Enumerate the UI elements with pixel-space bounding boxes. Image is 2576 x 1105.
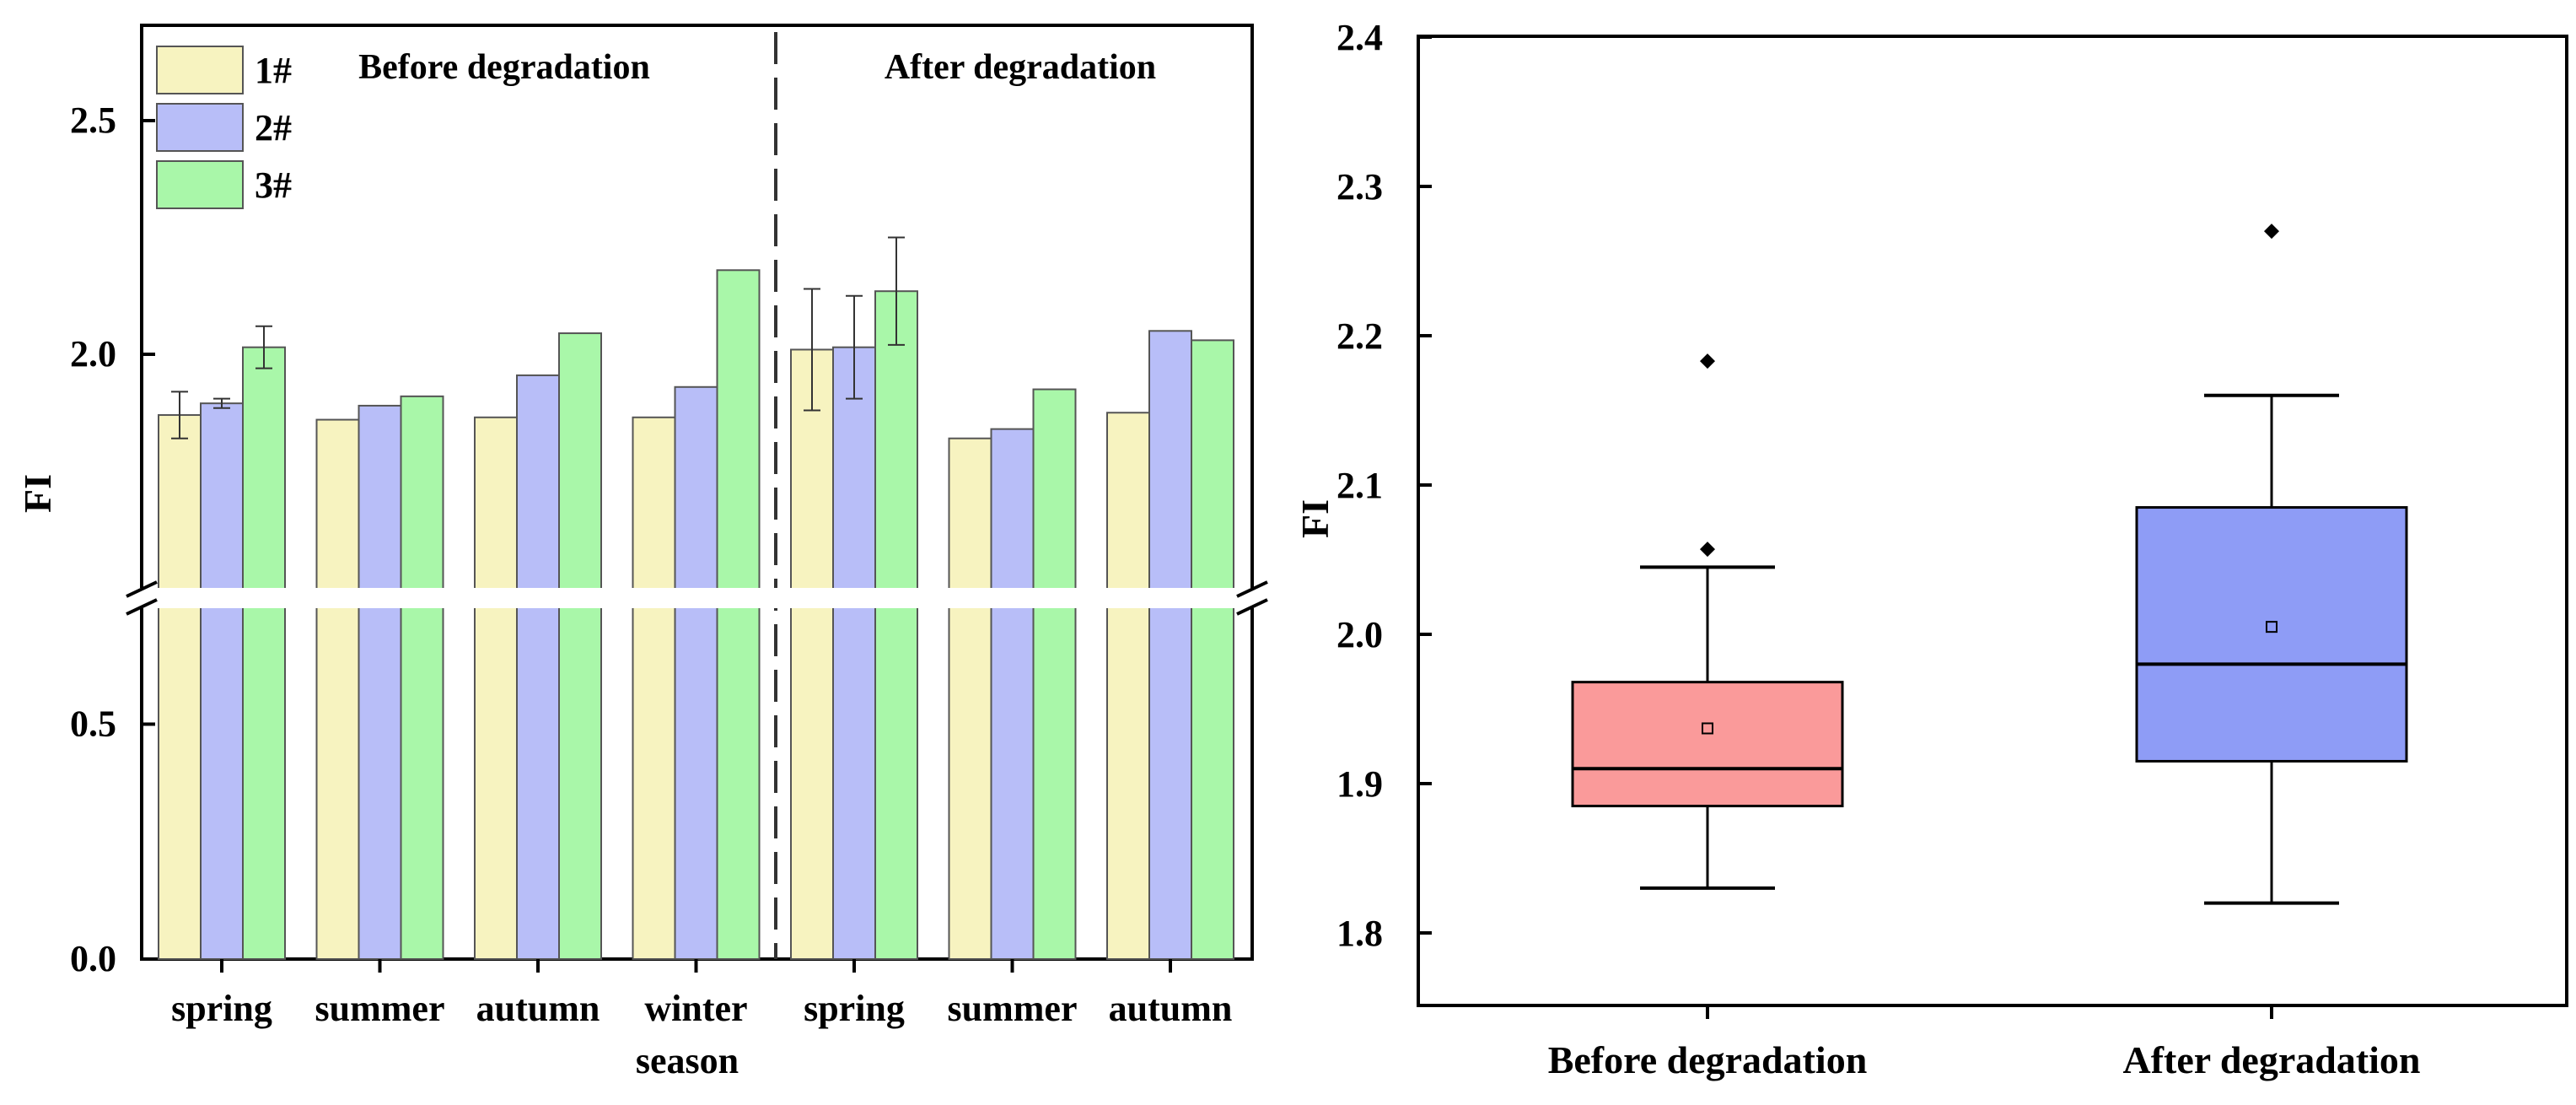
bar: [874, 290, 918, 960]
legend-swatch: [156, 103, 244, 152]
break-mark-left-lower: [126, 598, 158, 616]
break-mark-left-upper: [126, 580, 158, 598]
bar: [990, 428, 1035, 960]
bar: [1032, 388, 1077, 960]
break-mark-right-upper: [1236, 580, 1268, 598]
bar: [358, 404, 402, 960]
y-tick-label: 0.5: [70, 703, 116, 745]
bar: [790, 348, 834, 960]
y-tick-label: 2.3: [1336, 166, 1383, 208]
legend-swatch: [156, 46, 244, 94]
bar: [200, 402, 244, 961]
y-tick-label: 1.9: [1336, 763, 1383, 805]
bar: [400, 395, 444, 960]
x-tick-label: summer: [315, 988, 445, 1029]
x-tick-label: autumn: [476, 988, 600, 1029]
legend-label: 3#: [255, 164, 292, 206]
y-tick-label: 2.5: [70, 100, 116, 141]
group-label-after: After degradation: [885, 48, 1156, 87]
error-bars-group: [171, 236, 905, 439]
break-mark-right-lower: [1236, 598, 1268, 616]
legend-swatch: [156, 160, 244, 209]
bar-x-axis-label: season: [636, 1040, 739, 1081]
bar: [315, 418, 360, 960]
bar-series-group: [158, 269, 1234, 961]
bar-y-axis-label: FI: [16, 474, 59, 513]
mean-marker: [1702, 722, 1713, 735]
box-items-group: [1571, 224, 2408, 905]
box-x-tick-labels: Before degradation After degradation: [1548, 1005, 2421, 1081]
bar: [158, 414, 202, 960]
bar-chart-panel: 0.00.52.02.5 spring summer autumn winter spr…: [16, 24, 1273, 1081]
mean-marker: [2266, 621, 2278, 633]
group-label-before: Before degradation: [358, 48, 650, 87]
bar: [1106, 412, 1150, 960]
legend-label: 1#: [255, 50, 292, 91]
bar-legend: 1# 2# 3#: [156, 46, 292, 209]
outlier-point: [1700, 353, 1715, 369]
y-tick-label: 2.0: [1336, 614, 1383, 655]
bar: [832, 346, 876, 960]
x-tick-label: spring: [804, 988, 905, 1029]
bar: [516, 374, 560, 960]
y-tick-label: 2.4: [1336, 17, 1383, 58]
bar: [1191, 339, 1234, 960]
bar: [674, 385, 718, 960]
x-tick-label: winter: [644, 988, 747, 1029]
axis-break-band: [126, 588, 1273, 608]
bar: [716, 269, 761, 960]
y-tick-label: 2.0: [70, 333, 116, 375]
bar-x-tick-labels: spring summer autumn winter spring summer autu…: [171, 959, 1232, 1029]
box-plot-frame: [1417, 35, 2568, 1007]
x-tick-label: autumn: [1109, 988, 1233, 1029]
iqr-box: [1571, 681, 1844, 808]
box-plot-panel: 1.8 1.9 2.0 2.1 2.2 2.3 2.4 Before degradation…: [1293, 17, 2568, 1081]
box-y-axis-label: FI: [1293, 499, 1336, 538]
bar: [1148, 330, 1192, 960]
outlier-point: [2264, 224, 2279, 240]
box-y-ticks: 1.8 1.9 2.0 2.1 2.2 2.3 2.4: [1336, 17, 1432, 954]
y-tick-label: 2.2: [1336, 315, 1383, 357]
iqr-box: [2135, 506, 2408, 763]
y-tick-label: 1.8: [1336, 913, 1383, 954]
bar: [242, 346, 286, 960]
bar: [474, 416, 518, 961]
x-tick-label: summer: [948, 988, 1078, 1029]
x-tick-label: spring: [171, 988, 272, 1029]
x-tick-label: After degradation: [2122, 1038, 2420, 1081]
bar: [558, 332, 602, 960]
bar-y-ticks: 0.0 0.5 2.0 2.5: [70, 100, 155, 979]
legend-label: 2#: [255, 107, 292, 148]
bar: [632, 416, 676, 961]
y-tick-label: 2.1: [1336, 465, 1383, 506]
y-tick-label: 0.0: [70, 938, 116, 979]
x-tick-label: Before degradation: [1548, 1038, 1868, 1081]
bar: [948, 437, 992, 960]
outlier-point: [1700, 542, 1715, 558]
